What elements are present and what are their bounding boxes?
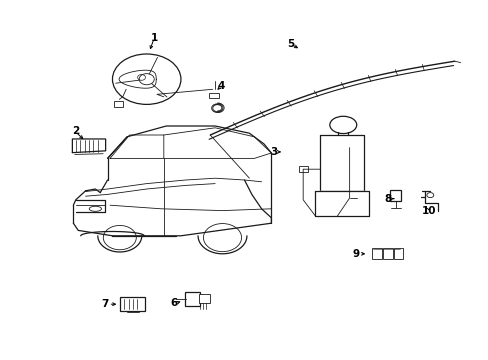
- FancyBboxPatch shape: [185, 292, 200, 306]
- Text: 2: 2: [72, 126, 79, 136]
- Text: 5: 5: [287, 39, 294, 49]
- FancyBboxPatch shape: [382, 248, 392, 259]
- Text: 6: 6: [170, 298, 177, 308]
- FancyBboxPatch shape: [389, 190, 401, 201]
- Text: 10: 10: [421, 206, 436, 216]
- Text: 8: 8: [384, 194, 390, 204]
- Text: 1: 1: [150, 33, 157, 43]
- FancyBboxPatch shape: [113, 101, 123, 107]
- Text: 3: 3: [270, 147, 277, 157]
- FancyBboxPatch shape: [393, 248, 403, 259]
- FancyBboxPatch shape: [298, 166, 307, 172]
- Polygon shape: [72, 139, 105, 153]
- Polygon shape: [320, 135, 364, 191]
- Text: 4: 4: [217, 81, 224, 91]
- FancyBboxPatch shape: [199, 294, 209, 303]
- FancyBboxPatch shape: [208, 93, 218, 98]
- FancyBboxPatch shape: [371, 248, 381, 259]
- Polygon shape: [315, 191, 368, 216]
- FancyBboxPatch shape: [120, 297, 145, 311]
- Text: 7: 7: [101, 299, 109, 309]
- Text: 9: 9: [352, 249, 359, 259]
